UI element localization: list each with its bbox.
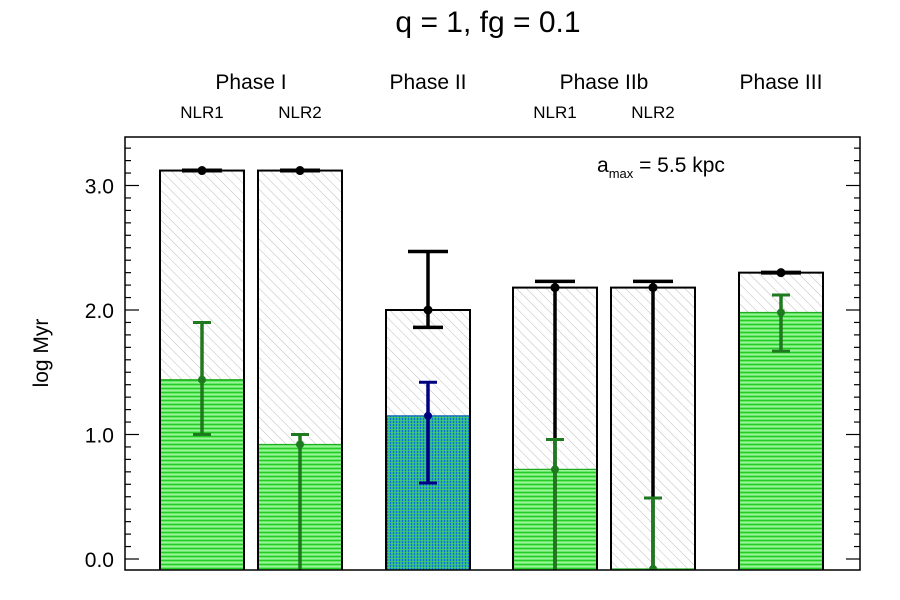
- error-bars-group: [182, 166, 801, 570]
- bar-sublabel: NLR1: [533, 103, 576, 122]
- plot-area: [159, 166, 824, 570]
- phase-labels: Phase I Phase II Phase IIb Phase III: [215, 71, 822, 94]
- amax-main: a: [597, 154, 609, 177]
- total-point: [295, 166, 305, 176]
- total-point: [423, 305, 433, 315]
- sub-point: [296, 440, 304, 449]
- phase-label: Phase II: [389, 71, 466, 94]
- y-tick-label: 2.0: [85, 300, 114, 323]
- y-tick-label: 1.0: [85, 425, 114, 448]
- bar-sublabels: NLR1 NLR2 NLR1 NLR2: [180, 103, 674, 122]
- chart-title: q = 1, fg = 0.1: [395, 6, 580, 39]
- total-point: [197, 166, 207, 176]
- amax-sub: max: [609, 166, 634, 181]
- y-tick-label: 3.0: [85, 176, 114, 199]
- y-tick-label: 0.0: [85, 549, 114, 572]
- total-point: [776, 268, 786, 278]
- amax-annotation: amax = 5.5 kpc: [597, 154, 725, 181]
- axis-ticks: [125, 147, 860, 560]
- plot-frame: [124, 136, 861, 571]
- sub-point: [424, 411, 432, 420]
- phase-label: Phase I: [215, 71, 286, 94]
- amax-rest: = 5.5 kpc: [633, 154, 725, 177]
- total-point: [550, 283, 560, 293]
- phase-label: Phase III: [740, 71, 823, 94]
- bar-sublabel: NLR2: [631, 103, 674, 122]
- bar-sublabel: NLR2: [278, 103, 321, 122]
- y-axis-label: log Myr: [30, 319, 53, 388]
- total-point: [648, 283, 658, 293]
- sub-point: [551, 465, 559, 474]
- y-tick-labels: 0.0 1.0 2.0 3.0: [85, 176, 114, 573]
- sub-point: [777, 308, 785, 317]
- sub-point: [649, 564, 657, 570]
- sub-point: [198, 375, 206, 384]
- bars-group: [159, 169, 824, 570]
- bar-sublabel: NLR1: [180, 103, 223, 122]
- phase-label: Phase IIb: [560, 71, 649, 94]
- y-axis-title: log Myr: [30, 319, 53, 388]
- sub-bar-fill: [739, 312, 823, 570]
